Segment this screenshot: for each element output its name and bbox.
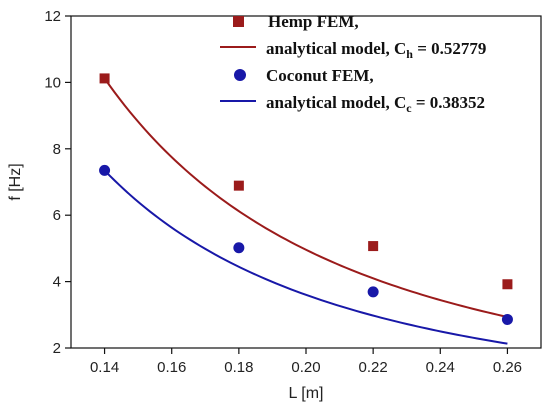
y-tick-label: 8 [53, 141, 61, 158]
x-tick-label: 0.22 [359, 359, 388, 376]
curve-layer [103, 77, 508, 345]
marker-layer [99, 73, 513, 325]
legend-label-hemp: Hemp FEM, [268, 12, 359, 31]
legend-hemp-model-value: = 0.52779 [413, 39, 486, 58]
hemp-fem-point [368, 241, 379, 252]
y-axis-label: f [Hz] [7, 163, 24, 200]
x-axis-label: L [m] [289, 385, 324, 402]
x-axis-ticks: 0.14 0.16 0.18 0.20 0.22 0.24 0.26 [90, 348, 522, 376]
coconut-fem-point [501, 313, 513, 325]
legend-coconut-model-value: = 0.38352 [412, 93, 485, 112]
legend-label-hemp-model: analytical model, Ch = 0.52779 [266, 39, 486, 61]
x-tick-label: 0.16 [157, 359, 186, 376]
x-tick-label: 0.20 [291, 359, 320, 376]
legend: Hemp FEM, analytical model, Ch = 0.52779… [220, 12, 486, 115]
hemp-fem-point [502, 279, 513, 290]
x-tick-label: 0.18 [224, 359, 253, 376]
legend-marker-hemp [233, 16, 244, 27]
analytical-curve-3 [103, 169, 508, 345]
y-tick-label: 10 [44, 74, 61, 91]
legend-hemp-model-text: analytical model, C [266, 39, 406, 58]
legend-coconut-model-subscript: c [406, 101, 412, 115]
analytical-curve-1 [103, 77, 508, 318]
hemp-fem-point [233, 180, 244, 191]
y-tick-label: 2 [53, 340, 61, 357]
legend-label-coconut-model: analytical model, Cc = 0.38352 [266, 93, 485, 115]
legend-marker-coconut [234, 69, 246, 81]
y-tick-label: 12 [44, 8, 61, 25]
coconut-fem-point [367, 286, 379, 298]
hemp-fem-point [99, 73, 110, 84]
coconut-fem-point [99, 164, 111, 176]
legend-hemp-model-subscript: h [406, 47, 413, 61]
y-tick-label: 4 [53, 274, 61, 291]
y-tick-label: 6 [53, 207, 61, 224]
legend-label-coconut: Coconut FEM, [266, 66, 374, 85]
x-tick-label: 0.14 [90, 359, 119, 376]
legend-coconut-model-text: analytical model, C [266, 93, 406, 112]
y-axis-ticks: 2 4 6 8 10 12 [44, 8, 71, 357]
x-tick-label: 0.26 [493, 359, 522, 376]
x-tick-label: 0.24 [426, 359, 455, 376]
coconut-fem-point [233, 242, 245, 254]
